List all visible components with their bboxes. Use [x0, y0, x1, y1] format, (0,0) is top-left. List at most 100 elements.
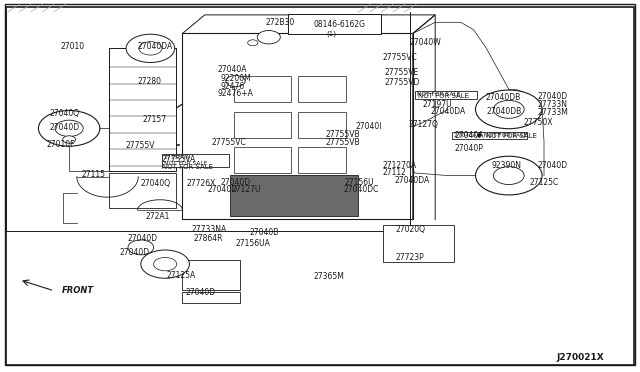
Text: 272B30: 272B30 [266, 18, 295, 27]
Bar [288, 14, 381, 34]
Text: 27755V: 27755V [125, 141, 155, 150]
Text: 27040DA: 27040DA [430, 107, 465, 116]
Bar [162, 154, 229, 167]
Text: 27280: 27280 [138, 77, 161, 86]
Text: 27040A● NOT FOR SALE: 27040A● NOT FOR SALE [454, 133, 527, 138]
Text: 27040Q: 27040Q [141, 179, 171, 187]
Text: 27733M: 27733M [538, 108, 568, 117]
Bar [182, 33, 413, 219]
Text: 08146-6162G: 08146-6162G [314, 20, 365, 29]
Bar [230, 175, 358, 216]
Text: 92390N: 92390N [492, 161, 522, 170]
Text: 27365M: 27365M [314, 272, 344, 280]
Text: 27127Q: 27127Q [408, 121, 438, 129]
Text: 27040D: 27040D [538, 92, 568, 101]
Text: 27750X: 27750X [524, 118, 553, 126]
Text: 27040DB: 27040DB [486, 107, 522, 116]
Text: 27112: 27112 [383, 169, 406, 177]
Circle shape [226, 76, 245, 87]
Text: 27040D: 27040D [50, 123, 80, 132]
Circle shape [493, 167, 524, 185]
Text: 27010F: 27010F [46, 140, 75, 149]
Circle shape [476, 156, 542, 195]
Text: 27755VB: 27755VB [325, 138, 360, 147]
Text: 271270A: 271270A [383, 161, 417, 170]
Text: 92200M: 92200M [221, 74, 252, 83]
Text: 27755VA
NOT FOR SALE: 27755VA NOT FOR SALE [164, 155, 207, 166]
Circle shape [154, 257, 177, 271]
Text: 27125C: 27125C [530, 178, 559, 187]
Circle shape [38, 110, 100, 146]
Text: 27156UA: 27156UA [236, 239, 270, 248]
Text: 27040I: 27040I [355, 122, 381, 131]
Text: 27040DA: 27040DA [394, 176, 429, 185]
Circle shape [476, 90, 542, 129]
Bar [234, 147, 291, 173]
Bar [182, 260, 240, 290]
Text: 27040DC: 27040DC [343, 185, 378, 194]
Bar [182, 292, 240, 303]
Text: 27864R: 27864R [193, 234, 223, 243]
Text: 27040D: 27040D [186, 288, 216, 296]
Bar [298, 147, 346, 173]
Text: 27040W: 27040W [410, 38, 442, 47]
Text: 27726X: 27726X [187, 179, 216, 187]
Text: 27755VB: 27755VB [325, 130, 360, 139]
Circle shape [248, 40, 258, 46]
Text: 27127U: 27127U [232, 185, 261, 194]
Circle shape [55, 120, 83, 137]
Text: (1): (1) [326, 30, 337, 37]
Text: 92476+A: 92476+A [218, 89, 253, 98]
Text: 27040D: 27040D [119, 248, 149, 257]
Text: J270021X: J270021X [557, 353, 605, 362]
Text: 27040DB: 27040DB [485, 93, 520, 102]
Text: NOT FOR SALE: NOT FOR SALE [162, 164, 213, 170]
Text: 27040DA: 27040DA [138, 42, 173, 51]
Bar [298, 112, 346, 138]
Text: NOT FOR SALE: NOT FOR SALE [418, 93, 469, 99]
Text: 27125A: 27125A [166, 271, 196, 280]
Circle shape [257, 31, 280, 44]
Text: NOT FOR SALE: NOT FOR SALE [486, 133, 538, 139]
Text: 27040B: 27040B [250, 228, 279, 237]
Text: NOT FOR SALE: NOT FOR SALE [417, 92, 460, 97]
Text: 27040D: 27040D [208, 185, 238, 194]
Bar [415, 91, 477, 99]
Text: 27040P: 27040P [454, 144, 483, 153]
Text: 27733NA: 27733NA [192, 225, 227, 234]
Text: 27755VD: 27755VD [385, 78, 420, 87]
Circle shape [126, 34, 175, 62]
Text: 27156U: 27156U [344, 178, 374, 187]
Text: 27040A: 27040A [454, 131, 484, 140]
Text: 92476: 92476 [221, 82, 245, 91]
Bar [298, 76, 346, 102]
Text: 27040D: 27040D [221, 178, 251, 187]
Text: 27755VE: 27755VE [385, 68, 419, 77]
Text: 27040A: 27040A [218, 65, 247, 74]
Text: 27020Q: 27020Q [396, 225, 426, 234]
Text: FRONT: FRONT [62, 286, 94, 295]
Bar [452, 132, 527, 139]
Text: 27723P: 27723P [396, 253, 424, 262]
Text: 27157: 27157 [142, 115, 166, 124]
Text: 27733N: 27733N [538, 100, 568, 109]
Text: 27040D: 27040D [538, 161, 568, 170]
Bar [234, 76, 291, 102]
Text: 27197U: 27197U [422, 100, 452, 109]
Text: 27040Q: 27040Q [50, 109, 80, 118]
Text: 27755VC: 27755VC [211, 138, 246, 147]
Bar [234, 112, 291, 138]
Bar [109, 48, 176, 171]
Circle shape [141, 250, 189, 278]
Bar [383, 225, 454, 262]
Text: 27010: 27010 [61, 42, 85, 51]
Text: 27115: 27115 [82, 170, 106, 179]
Text: 27755VA: 27755VA [162, 155, 196, 164]
Circle shape [139, 42, 162, 55]
Circle shape [63, 136, 76, 143]
Text: 272A1: 272A1 [146, 212, 170, 221]
Circle shape [128, 240, 154, 255]
Circle shape [493, 100, 524, 118]
Text: 27755VC: 27755VC [383, 53, 417, 62]
Bar [109, 173, 176, 208]
